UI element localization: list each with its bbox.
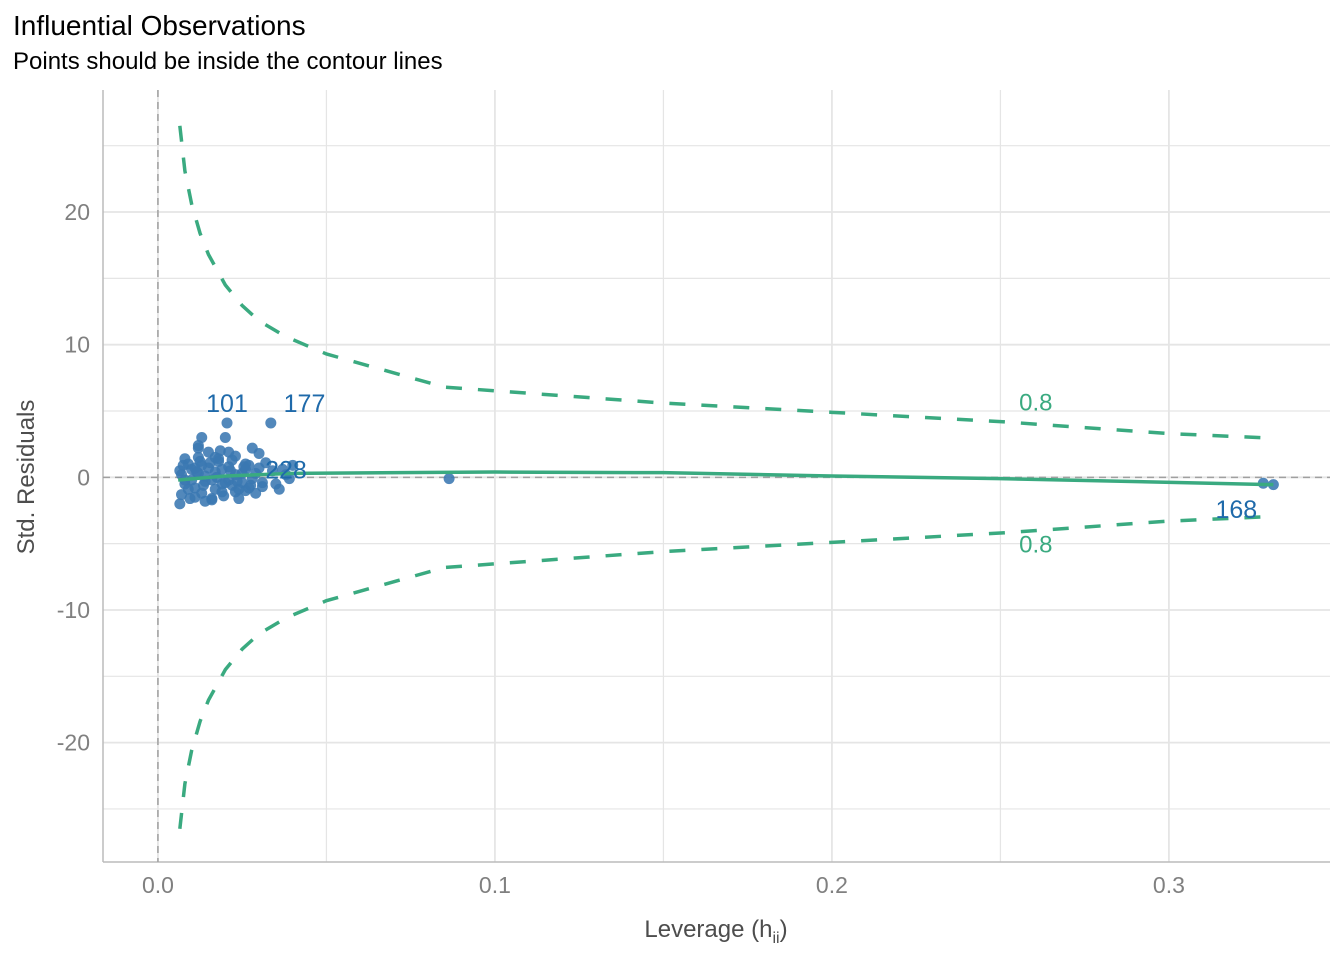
data-point xyxy=(240,485,252,497)
data-point xyxy=(265,417,277,429)
y-axis-label: Std. Residuals xyxy=(13,400,40,555)
data-point xyxy=(214,445,226,457)
data-point xyxy=(287,459,299,471)
data-point xyxy=(209,483,221,495)
data-point xyxy=(253,447,265,459)
x-tick-label: 0.2 xyxy=(816,872,848,898)
data-point xyxy=(177,459,189,471)
data-point xyxy=(219,477,231,489)
x-axis-label: Leverage (hii) xyxy=(644,916,787,947)
data-point xyxy=(194,455,206,467)
data-point xyxy=(218,490,230,502)
data-point xyxy=(197,479,209,491)
data-point xyxy=(260,457,272,469)
data-point xyxy=(176,489,188,501)
chart-title: Influential Observations xyxy=(13,10,306,41)
contour-label-upper: 0.8 xyxy=(1019,390,1052,417)
y-tick-label: -20 xyxy=(57,730,90,756)
data-point xyxy=(443,473,455,485)
point-label: 177 xyxy=(284,390,326,418)
data-point xyxy=(229,486,241,498)
data-point xyxy=(196,432,208,444)
contour-line-lower xyxy=(178,514,1274,830)
point-label: 228 xyxy=(265,456,307,484)
data-point xyxy=(184,493,196,505)
x-tick-label: 0.1 xyxy=(479,872,511,898)
data-point xyxy=(206,493,218,505)
y-tick-label: -10 xyxy=(57,597,90,623)
data-point xyxy=(283,473,295,485)
data-point xyxy=(238,461,250,473)
chart-subtitle: Points should be inside the contour line… xyxy=(13,48,443,75)
point-label: 168 xyxy=(1215,496,1257,524)
data-point xyxy=(216,463,228,475)
smooth-line xyxy=(178,470,1274,487)
data-point xyxy=(223,446,235,458)
data-point xyxy=(219,432,231,444)
data-point xyxy=(270,478,282,490)
y-tick-label: 20 xyxy=(64,199,90,225)
data-point xyxy=(174,498,186,510)
data-point xyxy=(256,481,268,493)
contour-label-lower: 0.8 xyxy=(1019,532,1052,559)
data-point xyxy=(250,487,262,499)
x-tick-label: 0.3 xyxy=(1153,872,1185,898)
point-label: 101 xyxy=(206,390,248,418)
x-tick-label: 0.0 xyxy=(142,872,174,898)
y-tick-label: 0 xyxy=(77,464,90,490)
y-tick-label: 10 xyxy=(64,332,90,358)
contour-line-upper xyxy=(178,125,1274,440)
data-point xyxy=(221,417,233,429)
